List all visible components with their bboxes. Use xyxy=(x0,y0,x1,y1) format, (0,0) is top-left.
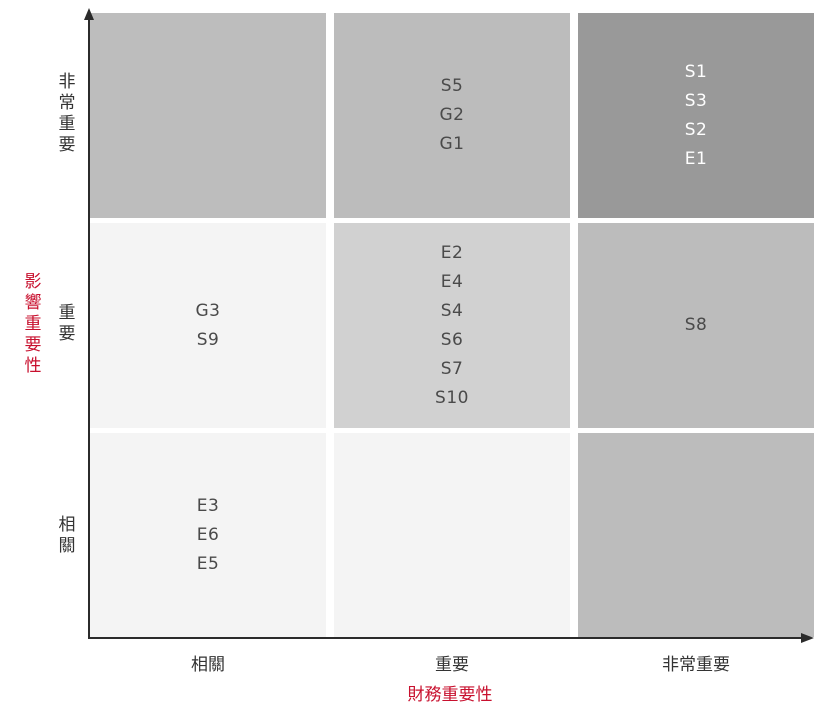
topic-code: E6 xyxy=(196,524,220,545)
topic-code: E1 xyxy=(684,148,708,169)
topic-code: S3 xyxy=(684,90,708,111)
cell-impact-very-important-financial-important: S5 G2 G1 xyxy=(334,13,570,218)
cell-impact-relevant-financial-very-important xyxy=(578,433,814,637)
y-axis-label-relevant: 相關 xyxy=(58,515,76,556)
topic-code: S1 xyxy=(684,61,708,82)
cell-impact-very-important-financial-relevant xyxy=(90,13,326,218)
cell-impact-very-important-financial-very-important: S1 S3 S2 E1 xyxy=(578,13,814,218)
x-axis-arrow-icon xyxy=(801,633,814,643)
x-axis-label-important: 重要 xyxy=(435,655,469,675)
topic-code: E3 xyxy=(196,495,220,516)
y-axis-title: 影響重要性 xyxy=(24,272,42,376)
topic-code: S2 xyxy=(684,119,708,140)
topic-code: S6 xyxy=(440,329,464,350)
cell-impact-important-financial-relevant: G3 S9 xyxy=(90,223,326,428)
x-axis-label-very-important: 非常重要 xyxy=(662,655,730,675)
cell-impact-important-financial-important: E2 E4 S4 S6 S7 S10 xyxy=(334,223,570,428)
cell-impact-relevant-financial-important xyxy=(334,433,570,637)
topic-code: S4 xyxy=(440,300,464,321)
y-axis-arrow-icon xyxy=(84,8,94,20)
cell-impact-relevant-financial-relevant: E3 E6 E5 xyxy=(90,433,326,637)
x-axis-line xyxy=(88,637,802,639)
y-axis-line xyxy=(88,18,90,639)
topic-code: E5 xyxy=(196,553,220,574)
topic-code: G1 xyxy=(439,134,465,154)
topic-code: S10 xyxy=(435,387,469,408)
topic-code: E2 xyxy=(440,242,464,263)
topic-code: G2 xyxy=(439,105,465,125)
y-axis-label-important: 重要 xyxy=(58,303,76,344)
topic-code: S9 xyxy=(196,329,220,350)
x-axis-title: 財務重要性 xyxy=(407,685,493,705)
topic-code: E4 xyxy=(440,271,464,292)
topic-code: S5 xyxy=(440,76,464,96)
topic-code: S7 xyxy=(440,358,464,379)
x-axis-label-relevant: 相關 xyxy=(191,655,225,675)
topic-code: S8 xyxy=(684,315,708,335)
y-axis-label-very-important: 非常重要 xyxy=(58,72,76,155)
topic-code: G3 xyxy=(195,300,221,321)
cell-impact-important-financial-very-important: S8 xyxy=(578,223,814,428)
